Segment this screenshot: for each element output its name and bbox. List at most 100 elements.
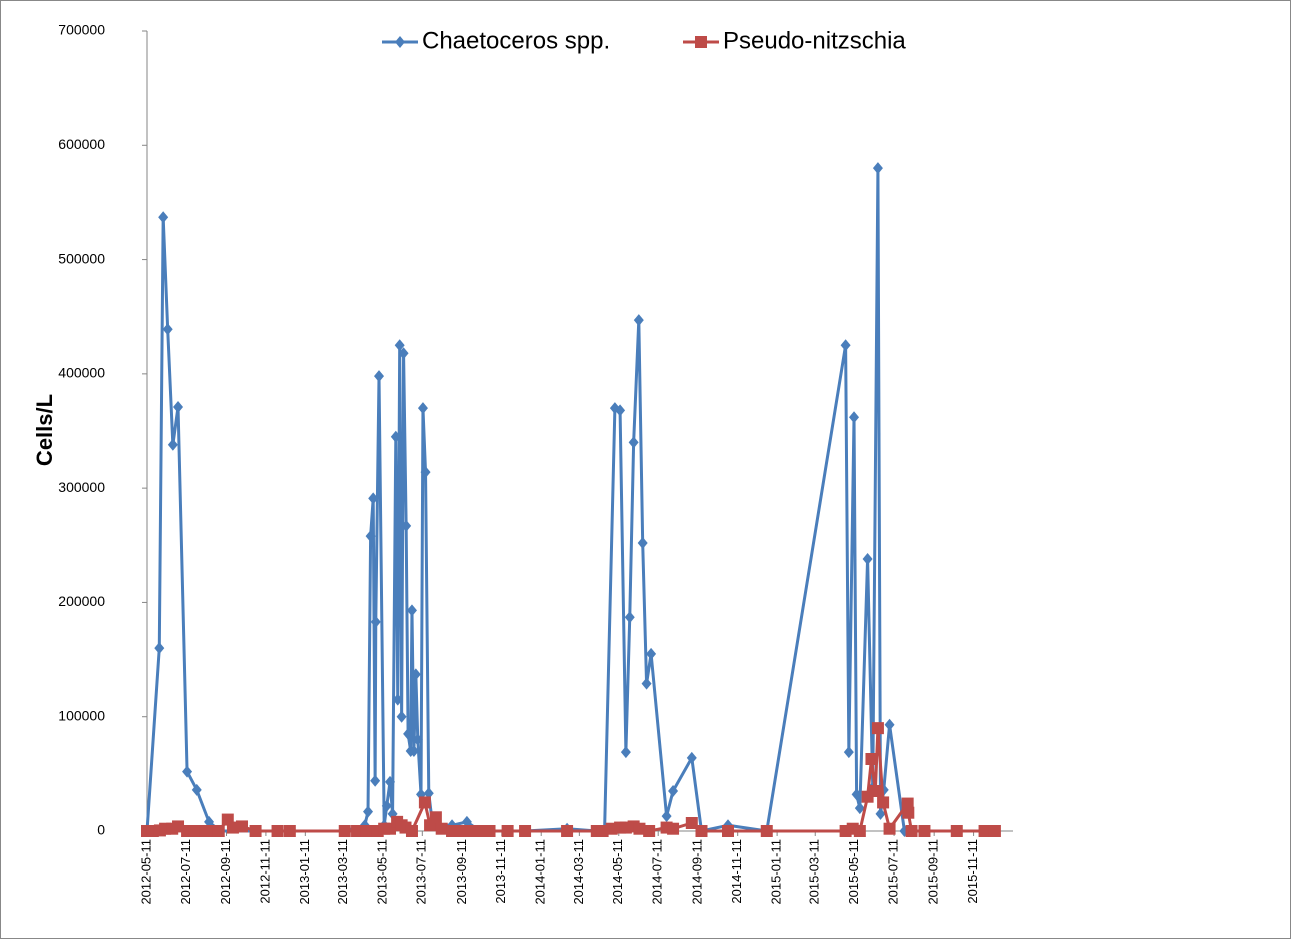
x-tick-label: 2013-05-11 bbox=[374, 839, 389, 905]
data-point bbox=[212, 825, 225, 837]
x-tick-label: 2014-09-11 bbox=[690, 839, 705, 905]
y-tick-label: 400000 bbox=[58, 365, 105, 381]
y-tick-label: 500000 bbox=[58, 250, 105, 266]
data-point bbox=[154, 642, 165, 655]
data-point bbox=[721, 825, 734, 837]
y-tick-label: 700000 bbox=[58, 22, 105, 38]
data-point bbox=[615, 404, 626, 417]
data-point bbox=[853, 825, 866, 837]
data-point bbox=[624, 611, 635, 624]
data-point bbox=[410, 668, 421, 681]
data-point bbox=[596, 825, 609, 837]
data-point bbox=[646, 647, 657, 660]
data-point bbox=[883, 822, 896, 835]
data-point bbox=[862, 553, 873, 565]
legend-label: Pseudo-nitzschia bbox=[723, 27, 906, 54]
data-point bbox=[643, 825, 656, 837]
data-point bbox=[406, 604, 417, 617]
data-point bbox=[408, 745, 419, 757]
data-point bbox=[435, 822, 448, 835]
x-tick-label: 2013-07-11 bbox=[414, 839, 429, 905]
x-tick-label: 2014-05-11 bbox=[610, 839, 625, 905]
data-point bbox=[884, 718, 895, 731]
x-tick-label: 2013-09-11 bbox=[454, 839, 469, 905]
data-point bbox=[249, 825, 262, 837]
data-point bbox=[396, 710, 407, 723]
data-point bbox=[191, 783, 202, 796]
data-point bbox=[403, 727, 414, 740]
data-point bbox=[501, 825, 514, 837]
data-point bbox=[172, 820, 185, 833]
y-axis-title: Cells/L bbox=[32, 394, 57, 466]
x-tick-label: 2014-11-11 bbox=[729, 839, 744, 904]
data-point bbox=[226, 821, 239, 834]
x-tick-label: 2014-03-11 bbox=[571, 839, 586, 905]
data-point bbox=[271, 825, 284, 837]
data-point bbox=[412, 733, 423, 746]
data-point bbox=[988, 825, 1001, 837]
data-point bbox=[374, 370, 385, 383]
data-point bbox=[167, 438, 178, 451]
data-point bbox=[381, 799, 392, 812]
data-point bbox=[875, 807, 886, 820]
data-point bbox=[849, 411, 860, 424]
data-point bbox=[405, 825, 418, 837]
x-tick-label: 2012-05-11 bbox=[138, 839, 153, 905]
data-point bbox=[370, 615, 381, 628]
data-point bbox=[667, 822, 680, 835]
x-tick-label: 2012-11-11 bbox=[257, 839, 272, 904]
data-point bbox=[384, 775, 395, 788]
data-point bbox=[338, 825, 351, 837]
data-point bbox=[633, 314, 644, 327]
data-point bbox=[283, 825, 296, 837]
data-point bbox=[173, 401, 184, 413]
data-point bbox=[901, 797, 914, 810]
data-point bbox=[840, 339, 851, 352]
y-tick-label: 0 bbox=[97, 822, 105, 838]
x-tick-label: 2012-09-11 bbox=[218, 839, 233, 905]
data-point bbox=[877, 796, 890, 809]
legend-marker bbox=[695, 36, 707, 48]
data-point bbox=[401, 519, 412, 532]
data-point bbox=[872, 162, 883, 175]
x-tick-label: 2013-11-11 bbox=[493, 839, 508, 904]
legend-marker bbox=[395, 36, 405, 48]
x-tick-label: 2012-07-11 bbox=[178, 839, 193, 905]
x-tick-label: 2014-01-11 bbox=[533, 839, 548, 905]
data-point bbox=[865, 753, 878, 765]
data-point bbox=[620, 746, 631, 759]
data-point bbox=[871, 722, 884, 735]
y-tick-label: 100000 bbox=[58, 707, 105, 723]
data-point bbox=[869, 785, 882, 797]
y-tick-label: 600000 bbox=[58, 136, 105, 152]
data-point bbox=[978, 825, 991, 837]
data-point bbox=[473, 825, 486, 837]
data-point bbox=[637, 537, 648, 549]
x-tick-label: 2015-01-11 bbox=[769, 839, 784, 905]
data-point bbox=[420, 466, 431, 479]
data-point bbox=[561, 825, 574, 837]
data-point bbox=[843, 746, 854, 759]
data-point bbox=[398, 347, 409, 360]
data-point bbox=[351, 825, 364, 837]
data-point bbox=[633, 822, 646, 835]
data-point bbox=[429, 811, 442, 824]
data-point bbox=[851, 788, 862, 801]
x-tick-label: 2015-09-11 bbox=[926, 839, 941, 905]
x-tick-label: 2013-03-11 bbox=[335, 839, 350, 905]
y-tick-label: 200000 bbox=[58, 593, 105, 609]
data-point bbox=[668, 785, 679, 797]
x-tick-label: 2015-07-11 bbox=[886, 839, 901, 905]
data-point bbox=[918, 825, 931, 837]
data-point bbox=[902, 806, 915, 819]
data-point bbox=[695, 825, 708, 837]
x-tick-label: 2015-03-11 bbox=[807, 839, 822, 905]
data-point bbox=[483, 825, 496, 837]
data-point bbox=[390, 430, 401, 443]
data-point bbox=[162, 323, 173, 336]
data-point bbox=[519, 825, 532, 837]
data-point bbox=[236, 820, 249, 833]
